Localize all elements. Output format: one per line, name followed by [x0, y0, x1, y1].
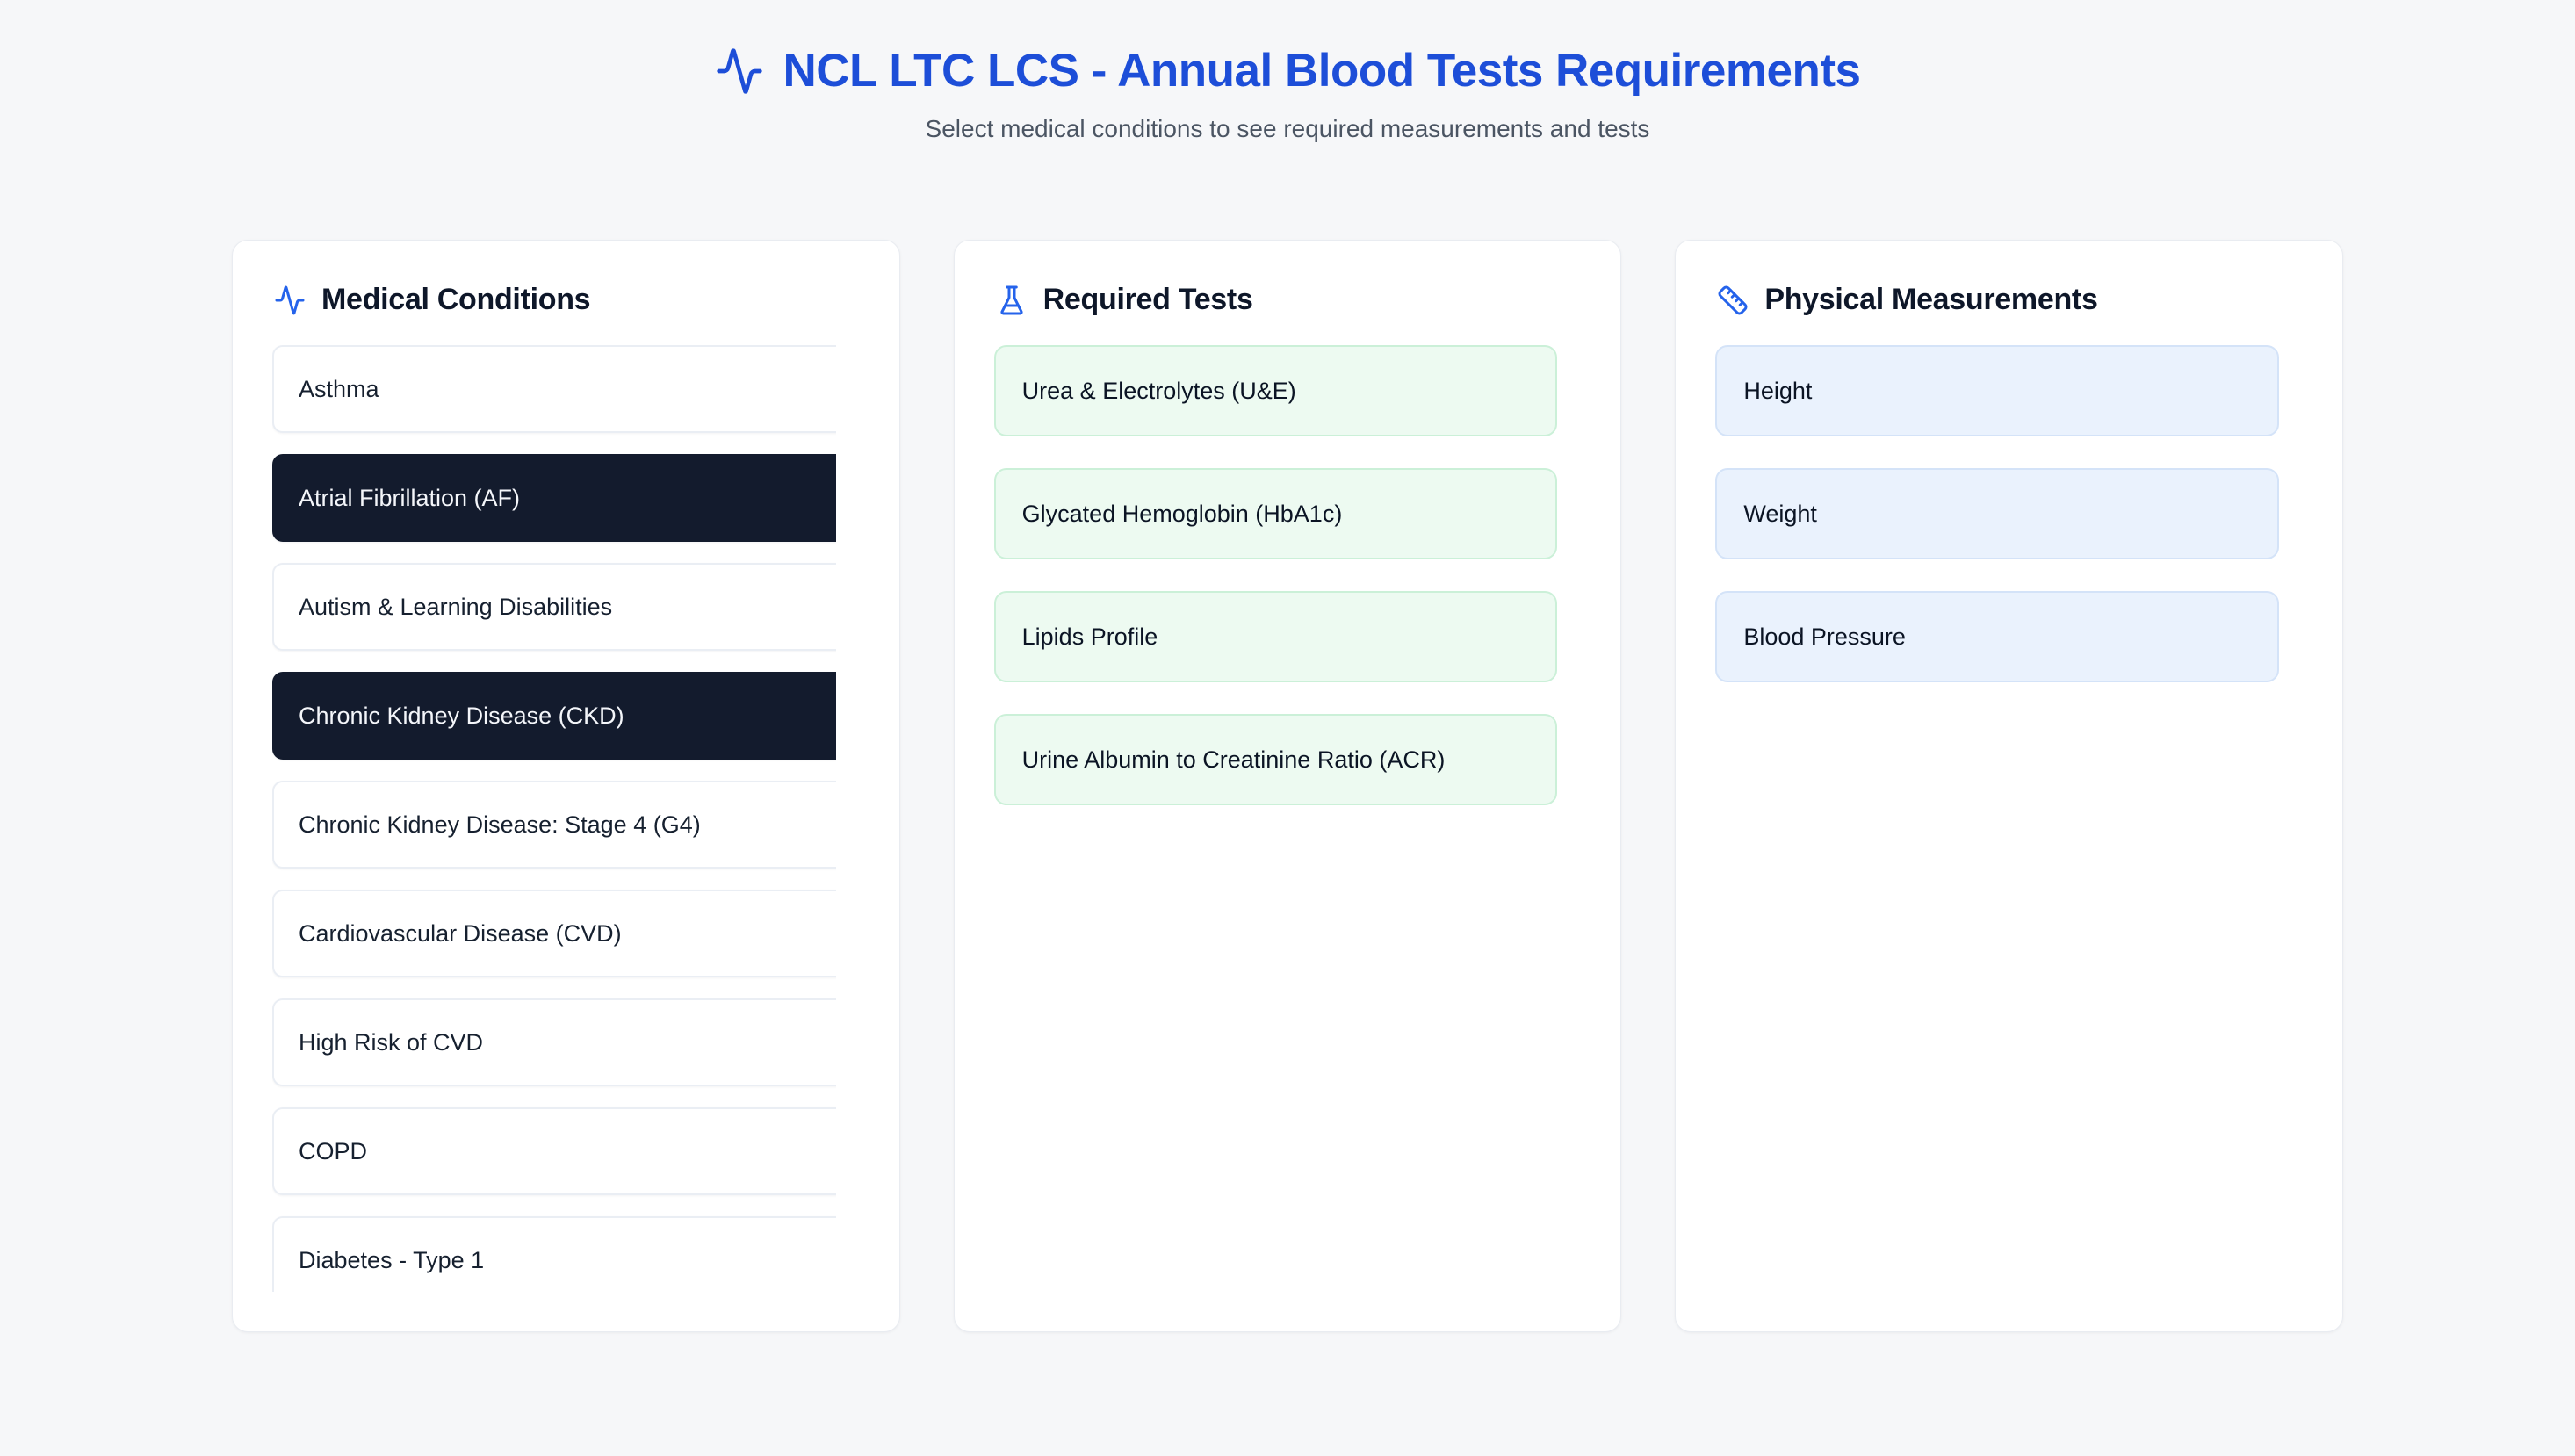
condition-label: Autism & Learning Disabilities — [299, 593, 613, 620]
condition-label: COPD — [299, 1137, 368, 1164]
condition-label: Chronic Kidney Disease (CKD) — [299, 702, 624, 729]
medical-conditions-title: Medical Conditions — [321, 283, 591, 316]
medical-conditions-panel: Medical Conditions Asthma Atrial Fibrill… — [232, 240, 900, 1332]
tests-list: Urea & Electrolytes (U&E) Glycated Hemog… — [993, 345, 1558, 805]
required-test-label: Urine Albumin to Creatinine Ratio (ACR) — [1021, 746, 1446, 773]
required-test-card: Glycated Hemoglobin (HbA1c) — [993, 468, 1558, 559]
condition-card[interactable]: High Risk of CVD — [272, 998, 836, 1086]
physical-measurements-header: Physical Measurements — [1717, 283, 2279, 317]
ruler-icon — [1717, 285, 1749, 316]
page-title: NCL LTC LCS - Annual Blood Tests Require… — [783, 45, 1862, 97]
required-tests-title: Required Tests — [1042, 283, 1253, 316]
measurements-list: Height Weight Blood Pressure — [1715, 345, 2279, 682]
condition-label: Asthma — [299, 375, 379, 402]
required-test-label: Glycated Hemoglobin (HbA1c) — [1021, 500, 1343, 527]
condition-label: Atrial Fibrillation (AF) — [299, 484, 521, 511]
condition-label: High Risk of CVD — [299, 1028, 484, 1056]
measurement-label: Weight — [1743, 500, 1817, 527]
conditions-list: Asthma Atrial Fibrillation (AF) Autism &… — [272, 345, 836, 1292]
measurement-label: Height — [1743, 377, 1813, 404]
condition-card[interactable]: Asthma — [272, 345, 836, 433]
condition-card[interactable]: Atrial Fibrillation (AF) — [272, 454, 836, 542]
required-tests-panel: Required Tests Urea & Electrolytes (U&E)… — [953, 240, 1622, 1332]
activity-pulse-icon — [715, 47, 764, 96]
physical-measurements-panel: Physical Measurements Height Weight Bloo… — [1675, 240, 2343, 1332]
required-test-card: Lipids Profile — [993, 591, 1558, 682]
condition-label: Cardiovascular Disease (CVD) — [299, 919, 622, 947]
activity-pulse-icon — [274, 285, 306, 316]
content-columns: Medical Conditions Asthma Atrial Fibrill… — [232, 240, 2343, 1332]
measurement-card: Height — [1715, 345, 2279, 436]
condition-card[interactable]: Diabetes - Type 1 — [272, 1216, 836, 1292]
required-tests-header: Required Tests — [996, 283, 1558, 317]
condition-label: Chronic Kidney Disease: Stage 4 (G4) — [299, 811, 701, 838]
page-header: NCL LTC LCS - Annual Blood Tests Require… — [0, 0, 2575, 143]
condition-label: Diabetes - Type 1 — [299, 1246, 485, 1273]
page-title-row: NCL LTC LCS - Annual Blood Tests Require… — [0, 44, 2575, 97]
required-test-card: Urine Albumin to Creatinine Ratio (ACR) — [993, 714, 1558, 805]
condition-card[interactable]: Autism & Learning Disabilities — [272, 563, 836, 651]
page-subtitle: Select medical conditions to see require… — [925, 115, 1650, 142]
flask-icon — [996, 285, 1028, 316]
measurement-card: Weight — [1715, 468, 2279, 559]
medical-conditions-header: Medical Conditions — [274, 283, 836, 317]
required-test-label: Urea & Electrolytes (U&E) — [1021, 377, 1296, 404]
condition-card[interactable]: Chronic Kidney Disease (CKD) — [272, 672, 836, 760]
required-test-card: Urea & Electrolytes (U&E) — [993, 345, 1558, 436]
physical-measurements-title: Physical Measurements — [1764, 283, 2098, 316]
required-test-label: Lipids Profile — [1021, 623, 1158, 650]
measurement-label: Blood Pressure — [1743, 623, 1906, 650]
condition-card[interactable]: Chronic Kidney Disease: Stage 4 (G4) — [272, 781, 836, 869]
measurement-card: Blood Pressure — [1715, 591, 2279, 682]
condition-card[interactable]: Cardiovascular Disease (CVD) — [272, 890, 836, 977]
condition-card[interactable]: COPD — [272, 1107, 836, 1195]
